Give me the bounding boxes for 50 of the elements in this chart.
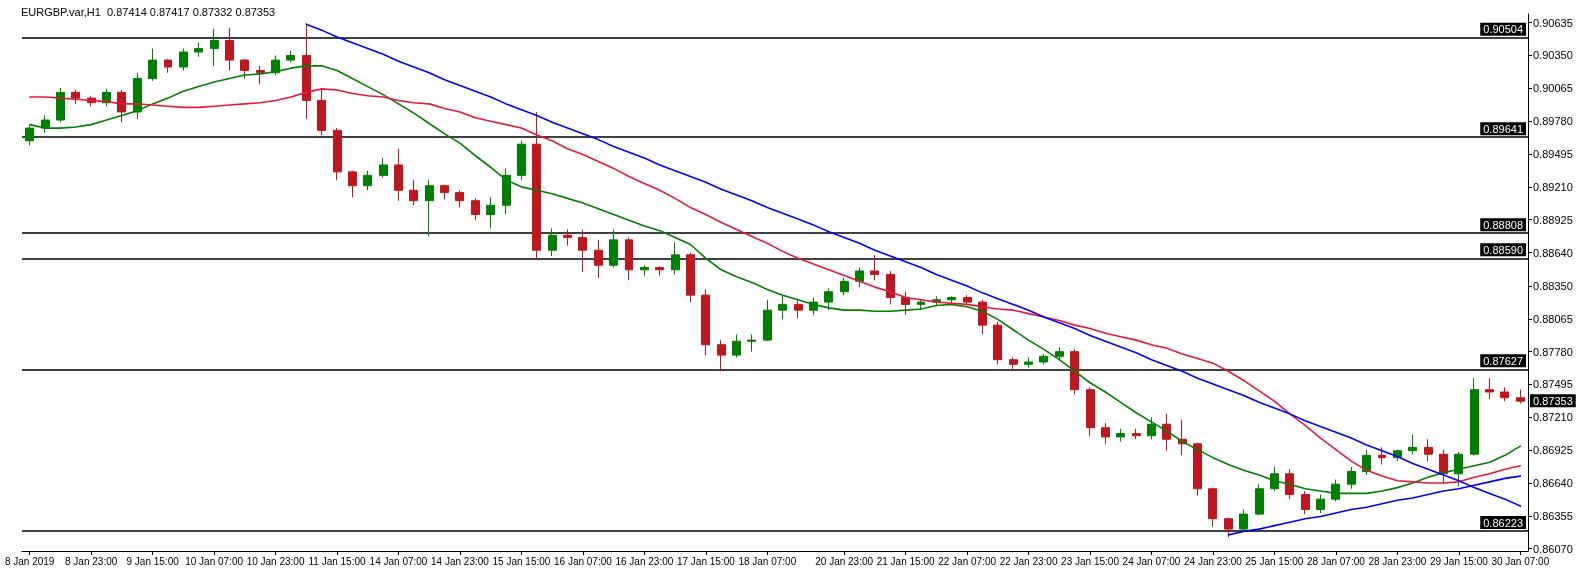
x-tick-label: 22 Jan 23:00 xyxy=(999,555,1058,567)
x-tick-label: 30 Jan 07:00 xyxy=(1491,555,1550,567)
x-tick-label: 28 Jan 07:00 xyxy=(1306,555,1366,567)
y-tick-label: 0.86070 xyxy=(1533,542,1573,555)
y-tick-label: 0.87495 xyxy=(1533,378,1573,391)
y-tick-label: 0.86640 xyxy=(1533,477,1573,490)
y-tick-label: 0.88065 xyxy=(1533,312,1573,325)
y-tick-label: 0.89210 xyxy=(1533,180,1573,193)
ref-line-label: 0.88808 xyxy=(1483,218,1523,231)
x-tick-label: 22 Jan 07:00 xyxy=(938,555,997,567)
x-tick-label: 11 Jan 15:00 xyxy=(308,555,367,567)
ref-line-label: 0.87627 xyxy=(1483,354,1523,367)
x-tick-label: 15 Jan 15:00 xyxy=(492,555,551,567)
y-tick-label: 0.87780 xyxy=(1533,345,1573,358)
x-tick-label: 18 Jan 07:00 xyxy=(738,555,797,567)
x-tick-label: 17 Jan 15:00 xyxy=(676,555,736,567)
x-tick-label: 24 Jan 07:00 xyxy=(1122,555,1181,567)
ref-line-label: 0.90504 xyxy=(1483,23,1523,36)
y-tick-label: 0.88350 xyxy=(1533,279,1573,292)
y-tick-label: 0.89780 xyxy=(1533,115,1573,128)
x-tick-label: 8 Jan 2019 xyxy=(4,555,55,567)
ref-line-label: 0.88590 xyxy=(1483,243,1523,256)
x-tick-label: 25 Jan 15:00 xyxy=(1245,555,1304,567)
y-tick-label: 0.87210 xyxy=(1533,411,1573,424)
x-tick-label: 21 Jan 15:00 xyxy=(876,555,935,567)
x-tick-label: 14 Jan 07:00 xyxy=(369,555,428,567)
y-tick-label: 0.90635 xyxy=(1533,16,1573,29)
ref-line-label: 0.89641 xyxy=(1483,122,1523,135)
x-tick-label: 8 Jan 23:00 xyxy=(65,555,118,567)
y-tick-label: 0.90350 xyxy=(1533,49,1573,62)
x-tick-label: 29 Jan 15:00 xyxy=(1429,555,1489,567)
x-tick-label: 16 Jan 23:00 xyxy=(615,555,674,567)
y-tick-label: 0.86925 xyxy=(1533,444,1573,457)
chart-title: EURGBP.var,H1 0.87414 0.87417 0.87332 0.87353 xyxy=(21,5,276,18)
ref-line-label: 0.86223 xyxy=(1483,516,1523,529)
y-tick-label: 0.88925 xyxy=(1533,213,1573,226)
x-tick-label: 9 Jan 15:00 xyxy=(126,555,180,567)
x-tick-label: 16 Jan 07:00 xyxy=(553,555,613,567)
y-tick-label: 0.90065 xyxy=(1533,82,1573,95)
x-tick-label: 10 Jan 23:00 xyxy=(246,555,305,567)
x-tick-label: 20 Jan 23:00 xyxy=(815,555,874,567)
y-tick-label: 0.89495 xyxy=(1533,148,1573,161)
x-tick-label: 23 Jan 15:00 xyxy=(1061,555,1120,567)
x-tick-label: 14 Jan 23:00 xyxy=(431,555,490,567)
x-tick-label: 10 Jan 07:00 xyxy=(185,555,244,567)
text: 0.87353 xyxy=(1533,394,1573,407)
x-tick-label: 24 Jan 23:00 xyxy=(1184,555,1243,567)
y-tick-label: 0.86355 xyxy=(1533,509,1573,522)
y-tick-label: 0.88640 xyxy=(1533,246,1573,259)
x-tick-label: 28 Jan 23:00 xyxy=(1368,555,1427,567)
